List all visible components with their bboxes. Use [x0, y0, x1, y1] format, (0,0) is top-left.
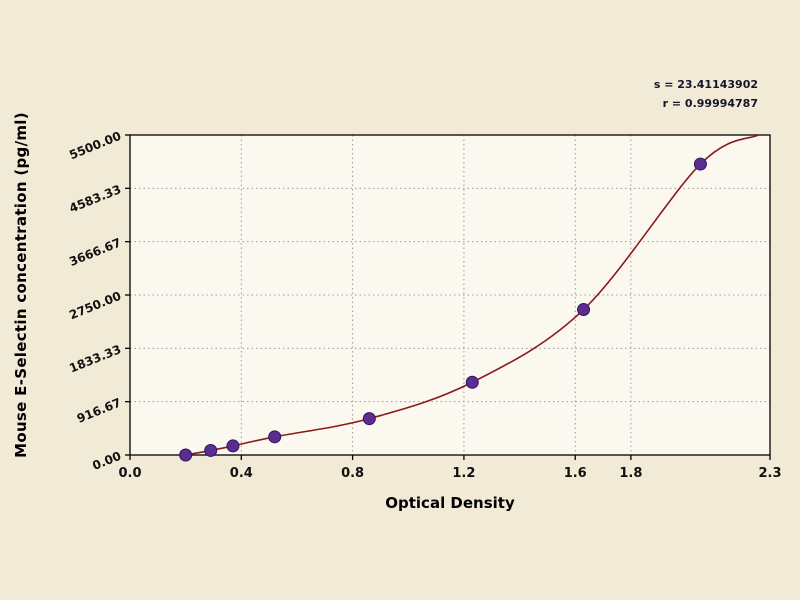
x-axis-title: Optical Density: [385, 494, 515, 512]
y-tick-label: 2750.00: [67, 289, 123, 322]
y-tick-label: 1833.33: [67, 342, 123, 375]
fit-param-r: r = 0.99994787: [662, 96, 758, 110]
data-point: [268, 430, 282, 444]
data-point: [362, 412, 376, 426]
y-tick-label: 4583.33: [67, 182, 123, 215]
x-tick-label: 0.8: [341, 466, 364, 481]
data-point: [465, 375, 479, 389]
x-tick-label: 1.6: [564, 466, 587, 481]
x-tick-label: 2.3: [758, 466, 781, 481]
data-point: [226, 439, 240, 453]
x-tick-label: 1.8: [619, 466, 642, 481]
data-point: [179, 448, 193, 462]
data-point: [204, 443, 218, 457]
x-tick-label: 1.2: [452, 466, 475, 481]
fit-annotation: s = 23.41143902 r = 0.99994787: [654, 76, 758, 113]
data-point: [577, 303, 591, 317]
fit-curve: [185, 135, 759, 455]
y-tick-label: 916.67: [75, 395, 123, 425]
y-tick-label: 3666.67: [67, 235, 123, 268]
x-tick-label: 0.0: [118, 466, 141, 481]
data-point: [693, 157, 707, 171]
y-tick-label: 5500.00: [67, 129, 123, 162]
x-tick-label: 0.4: [230, 466, 253, 481]
fit-param-s: s = 23.41143902: [653, 78, 758, 91]
